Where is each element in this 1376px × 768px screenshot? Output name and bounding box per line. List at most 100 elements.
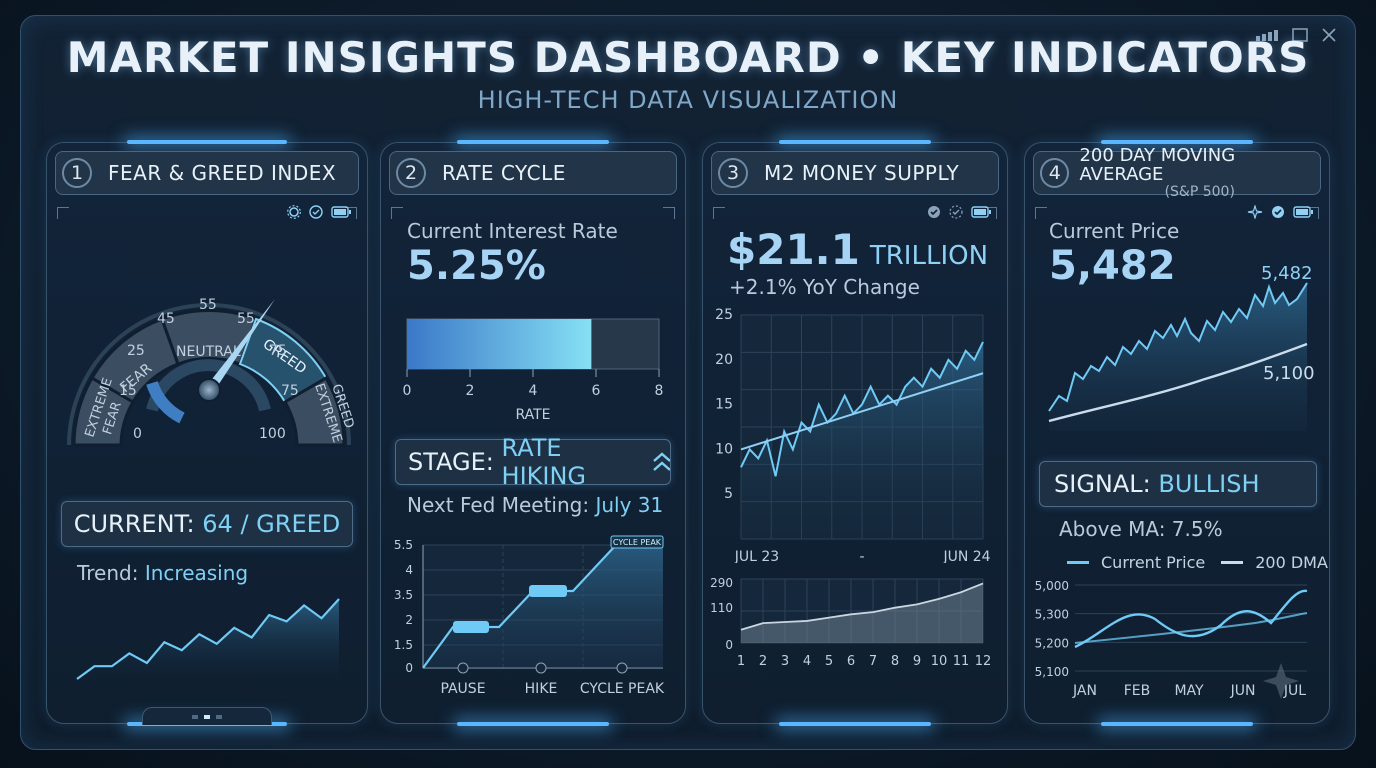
m2-ytick: 20 [715,352,733,368]
svg-text:25: 25 [127,343,145,359]
gauge-needle [205,299,275,393]
rate-cycle-ytick: 4 [405,563,413,577]
mini-xlabel: JUL [1283,683,1306,699]
rate-cycle-chart: 5.5 4 3.5 2 1.5 0 CYCLE PEAK PAUSE HIKE CYCLE P… [394,535,665,697]
current-reading: CURRENT: 64 / GREED [61,501,353,547]
m2-area-ytick: 0 [725,638,733,652]
rate-cycle-xlabel: CYCLE PEAK [580,681,665,697]
gear-check-icon[interactable] [949,205,963,219]
m2-trendline [740,372,984,451]
m2-xlabel: JUN 24 [942,549,990,563]
trend-sparkline [76,598,340,683]
rate-tick: 0 [403,383,412,399]
m2-line [740,341,984,477]
panel-number: 1 [62,158,92,188]
signal-icon[interactable] [1256,29,1278,41]
panel-subtitle: (S&P 500) [1164,183,1235,200]
hike-marker [529,585,567,597]
m2-area-xlabel: 2 [759,654,767,669]
m2-area-xlabel: 7 [869,654,877,669]
legend: Current Price 200 DMA [1067,553,1328,572]
svg-text:75: 75 [269,343,287,359]
legend-current-price: Current Price [1101,553,1206,572]
gear-icon[interactable] [287,205,301,219]
m2-area-xlabel: 1 [737,654,745,669]
rate-cycle-ytick: 2 [405,613,413,627]
sparkle-icon[interactable] [1247,205,1263,219]
rate-cycle-xlabel: PAUSE [440,681,485,697]
gauge-seg-extreme-greed [282,375,346,447]
rate-axis-label: RATE [515,407,550,419]
m2-area-xlabel: 8 [891,654,899,669]
panel-title: 200 DAY MOVING AVERAGE [1079,144,1236,185]
sparkline-line [76,598,340,680]
mini-xlabel: JAN [1072,683,1097,699]
panel-header: 1 FEAR & GREED INDEX [55,151,359,195]
rate-cycle-ytick: 0 [405,661,413,675]
m2-area-xlabel: 9 [913,654,921,669]
price-tag: 5,482 [1261,263,1313,284]
fear-greed-gauge: EXTREMEFEAR FEAR NEUTRAL GREED EXTREMEGR… [67,297,357,447]
svg-text:15: 15 [119,383,137,399]
m2-area-xlabel: 5 [825,654,833,669]
mini-ytick: 5,200 [1035,636,1069,650]
rate-cycle-ytick: 3.5 [394,588,413,602]
panel-title: M2 MONEY SUPPLY [764,161,960,185]
rate-tick: 4 [529,383,538,399]
signal-pill: SIGNAL: BULLISH [1039,461,1317,507]
panel-icons [1247,205,1313,219]
mini-xlabel: FEB [1124,683,1151,699]
ma-tag: 5,100 [1263,363,1315,384]
mini-ytick: 5,100 [1035,665,1069,679]
m2-xlabel: - [859,549,864,563]
current-price-line [1048,282,1308,412]
window-controls [1256,28,1336,42]
battery-icon [971,206,991,218]
m2-area-xlabel: 4 [803,654,811,669]
signal-label: SIGNAL: [1054,470,1151,498]
check-circle-icon[interactable] [309,205,323,219]
price-vs-ma-chart: 5,482 5,100 [1048,263,1315,431]
m2-line-chart: 25 20 15 10 5 JUL 23 - JUN 24 [715,307,990,563]
m2-ytick: 25 [715,307,733,323]
maximize-icon[interactable] [1292,28,1308,42]
ma-200-line [1048,342,1308,423]
rate-bar: 0 2 4 6 8 RATE [403,318,664,419]
svg-text:45: 45 [157,311,175,327]
panel-number: 2 [396,158,426,188]
m2-area-xlabel: 12 [975,654,992,669]
close-icon[interactable] [1322,28,1336,42]
panel-200dma: 4 200 DAY MOVING AVERAGE (S&P 500) Curre… [1024,140,1330,726]
current-rate-label: Current Interest Rate [407,219,618,243]
pager[interactable] [142,707,272,725]
m2-unit: TRILLION [869,241,989,271]
m2-change: +2.1% YoY Change [729,275,920,299]
current-rate-value: 5.25% [407,243,546,289]
stage-value: RATE HIKING [501,434,587,490]
legend-200dma: 200 DMA [1255,553,1328,572]
rate-tick: 2 [466,383,475,399]
above-ma-text: Above MA: 7.5% [1059,517,1223,541]
m2-xlabel: JUL 23 [734,549,779,563]
check-circle-icon[interactable] [927,205,941,219]
m2-area-ytick: 290 [710,576,733,590]
stage-pill: STAGE: RATE HIKING [395,434,671,490]
battery-icon [1293,206,1313,218]
current-value: 64 / GREED [202,510,341,538]
mini-xlabel: JUN [1230,683,1256,699]
panel-icons [287,205,351,219]
rate-tick: 8 [655,383,664,399]
svg-text:55: 55 [199,297,217,313]
sparkline-area [77,599,339,683]
m2-value: $21.1 [727,225,860,274]
check-circle-icon[interactable] [1271,205,1285,219]
panel-header: 4 200 DAY MOVING AVERAGE (S&P 500) [1033,146,1321,199]
panel-header: 2 RATE CYCLE [389,151,677,195]
current-price-label: Current Price [1049,219,1180,243]
sparkle-watermark-icon [1263,663,1299,699]
signal-value: BULLISH [1158,470,1260,498]
pause-marker [453,621,489,633]
rate-tick: 6 [592,383,601,399]
